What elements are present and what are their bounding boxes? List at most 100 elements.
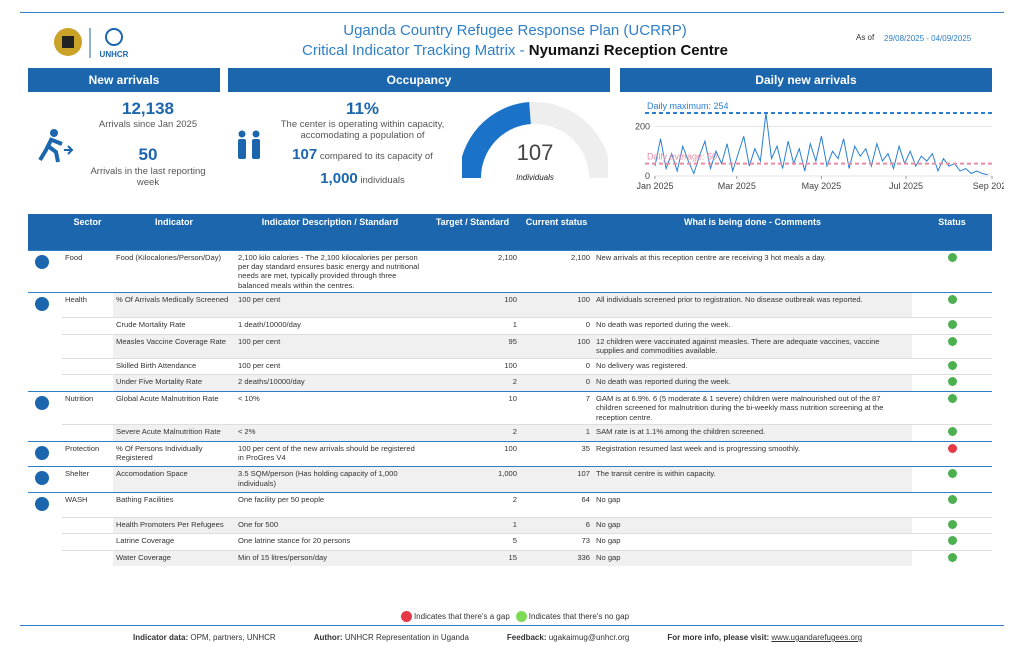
footer-label: Indicator data: [133,633,189,642]
sector-icon-cell [28,249,62,293]
target-cell: 2,100 [425,249,520,293]
column-header: Sector [62,214,113,250]
current-cell: 6 [520,516,593,534]
sector-icon [35,297,49,312]
sector-icon-cell [28,375,62,391]
footer-label: Feedback: [506,633,547,642]
sector-cell: Food [62,249,113,293]
location: Nyumanzi Reception Centre [528,42,728,59]
status-dot [947,443,957,453]
sector-cell [62,549,113,567]
legend: Indicates that there's a gap Indicates th… [0,611,1024,622]
occupancy-text: The center is operating within capacity,… [280,119,445,141]
status-dot [947,469,957,479]
icon-shape [35,297,49,312]
sector-cell [62,333,113,359]
legend-label: Indicates that there's a gap [413,612,510,621]
indicator-cell: Skilled Birth Attendance [113,357,235,375]
status-cell [912,357,992,375]
status-cell [912,424,992,442]
icon-shape [35,254,49,269]
footer-item: Feedback: ugakaimug@unhcr.org [507,633,629,642]
sector-icon-cell [28,318,62,334]
column-header: Current status [520,214,593,250]
sector-icon-cell [28,517,62,533]
status-cell [912,549,992,567]
target-cell: 100 [425,440,520,467]
sector-icon-cell [28,491,62,518]
description-cell: 100 per cent of the new arrivals should … [235,440,425,467]
legend-swatch [515,611,527,622]
indicator-cell: % Of Arrivals Medically Screened [113,292,235,318]
indicator-table: Sector Indicator Indicator Description / S… [28,214,992,567]
status-dot [947,377,957,387]
reference-label: Daily average: 50 [647,152,717,162]
comment-cell: New arrivals at this reception centre ar… [593,249,912,293]
comment-cell: No death was reported during the week. [593,374,912,392]
target-cell: 2 [425,374,520,392]
arrivals-line [654,112,988,176]
indicator-cell: Severe Acute Malnutrition Rate [113,424,235,442]
comment-cell: No death was reported during the week. [593,317,912,335]
comment-cell: SAM rate is at 1.1% among the children s… [593,424,912,442]
description-cell: Min of 15 litres/person/day [235,549,425,567]
status-cell [912,533,992,551]
indicator-cell: Under Five Mortality Rate [113,374,235,392]
footer-value: OPM, partners, UNHCR [190,633,276,642]
sector-icon-cell [28,292,62,318]
footer-item: Author: UNHCR Representation in Uganda [314,633,469,642]
footer-item: For more info, please visit: www.ugandar… [667,633,862,642]
description-cell: 1 death/10000/day [235,317,425,335]
status-cell [912,466,992,493]
target-cell: 5 [425,533,520,551]
comment-cell: No delivery was registered. [593,357,912,375]
status-cell [912,390,992,425]
current-cell: 100 [520,333,593,359]
icon-arrow [64,145,74,155]
occupancy-text: individuals [360,175,405,186]
icon-head [252,130,260,138]
footer-label: For more info, please visit: [667,633,770,642]
footer-value: www.ugandarefugees.org [771,633,863,642]
current-cell: 0 [520,374,593,392]
table-row: Under Five Mortality Rate 2 deaths/10000/… [28,374,992,392]
y-tick-label: 0 [645,171,650,181]
status-cell [912,374,992,392]
occupancy-line: 107 compared to its capacity of [270,146,455,163]
target-cell: 10 [425,390,520,425]
gauge: 107 Individuals [462,102,608,182]
sector-icon [35,496,49,511]
sector-icon [35,395,49,410]
icon-head [50,129,58,137]
icon-shape [35,496,49,511]
table-row: Health% Of Arrivals Medically Screened 10… [28,292,992,318]
icon-head [238,130,246,138]
comment-cell: No gap [593,549,912,567]
sector-icon-cell [28,390,62,425]
target-cell: 95 [425,333,520,359]
status-dot [947,360,957,370]
description-cell: < 2% [235,424,425,442]
sector-cell: Protection [62,440,113,467]
crest-shield [62,36,74,48]
current-cell: 107 [520,466,593,493]
current-cell: 7 [520,390,593,425]
indicator-cell: Health Promoters Per Refugees [113,516,235,534]
table-row: Water Coverage Min of 15 litres/person/da… [28,549,992,567]
target-cell: 2 [425,491,520,518]
sector-cell [62,516,113,534]
sector-icon-cell [28,358,62,374]
panel-title: Occupancy [228,68,610,92]
arrivals-total: 12,138 [122,99,174,118]
daily-chart: 0 200 Jan 2025 Mar 2025 May 2025 Jul 2025 Sep … [635,101,1004,191]
x-tick-label: Sep 2025 [973,181,1004,191]
sector-icon-cell [28,334,62,358]
as-of: As of [856,33,875,42]
indicator-cell: Crude Mortality Rate [113,317,235,335]
sector-icon-cell [28,440,62,467]
comment-cell: No gap [593,516,912,534]
status-dot [947,536,957,546]
comment-cell: GAM is at 6.9%. 6 (5 moderate & 1 severe… [593,390,912,425]
indicator-cell: Water Coverage [113,549,235,567]
sector-icon [35,445,49,460]
